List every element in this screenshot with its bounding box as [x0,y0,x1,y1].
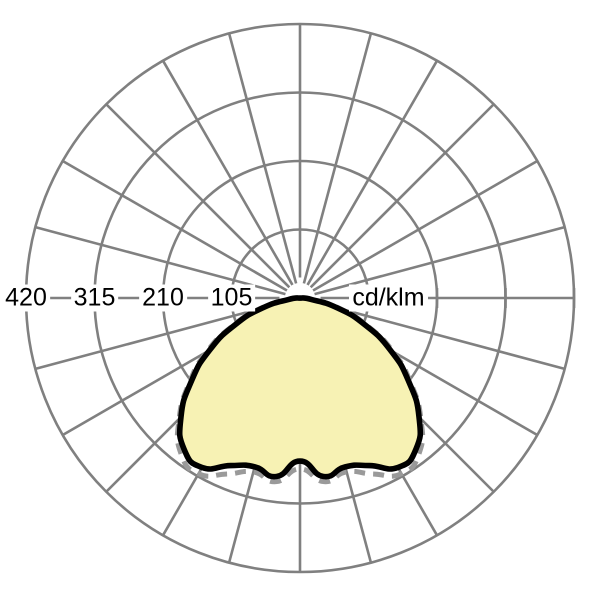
grid-spoke-225 [105,103,291,289]
grid-spoke-105 [314,225,565,296]
distribution-curve-c0 [176,295,424,480]
radial-tick-label-420: 420 [2,284,50,312]
grid-spoke-195 [227,33,298,284]
grid-spoke-240 [62,159,288,292]
grid-spoke-255 [35,225,286,296]
grid-spoke-135 [309,103,495,289]
grid-spoke-150 [306,60,439,286]
distribution-curves [174,295,426,485]
distribution-fill-area [179,297,421,477]
grid-spoke-165 [302,33,373,284]
radial-tick-label-210: 210 [139,284,187,312]
radial-axis-unit-label: cd/klm [349,284,428,312]
grid-spoke-285 [35,300,286,371]
grid-spoke-75 [314,300,565,371]
radial-tick-label-315: 315 [70,284,119,312]
grid-spoke-120 [312,159,538,292]
grid-spoke-210 [161,60,294,286]
radial-tick-label-105: 105 [207,284,256,312]
